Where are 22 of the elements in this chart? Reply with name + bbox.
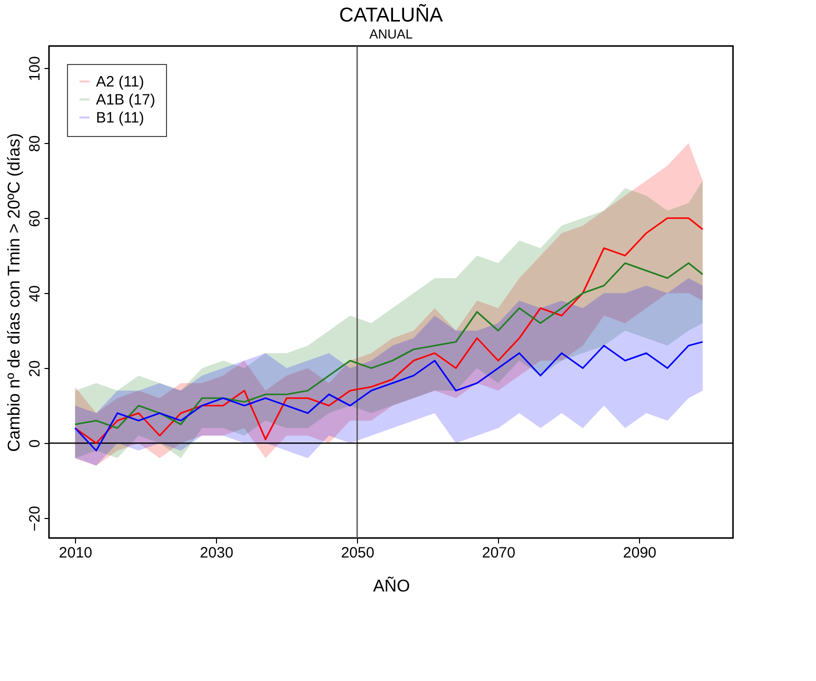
y-tick-label: 80	[26, 135, 44, 152]
y-tick-label: 20	[26, 360, 44, 377]
x-tick-label: 2030	[200, 544, 234, 562]
line-series	[74, 217, 704, 444]
y-axis-title: Cambio nº de días con Tmin > 20ºC (días)	[4, 133, 24, 452]
x-tick-label: 2070	[482, 544, 516, 562]
y-tick-label: 40	[26, 285, 44, 302]
y-tick-label: −20	[26, 506, 44, 532]
legend-label: A2 (11)	[96, 74, 144, 90]
y-tick-label: 60	[26, 210, 44, 227]
x-tick-label: 2090	[623, 544, 656, 562]
chart-subtitle: ANUAL	[369, 26, 413, 42]
legend-label: B1 (11)	[96, 110, 144, 126]
line-series	[74, 341, 704, 452]
x-tick-label: 2010	[58, 544, 92, 562]
x-tick-label: 2050	[340, 544, 374, 562]
chart-title: CATALUÑA	[339, 3, 444, 26]
y-tick-label: 0	[26, 439, 44, 448]
x-axis-title: AÑO	[373, 576, 410, 596]
line-series	[74, 262, 704, 429]
legend-label: A1B (17)	[96, 92, 156, 108]
y-tick-label: 100	[26, 56, 44, 82]
